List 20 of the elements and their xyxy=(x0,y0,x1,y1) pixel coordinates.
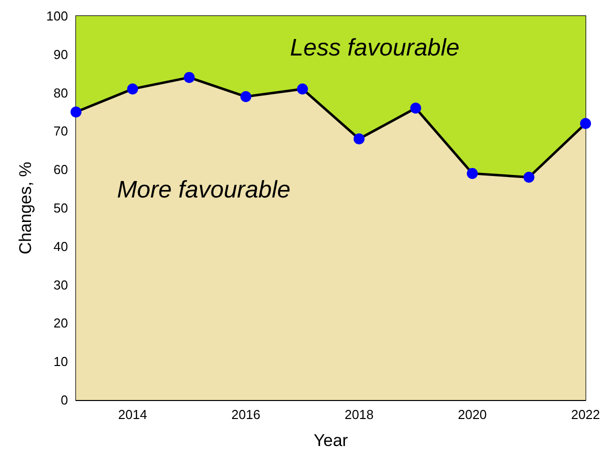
y-tick-label: 50 xyxy=(54,200,68,216)
y-tick-label: 80 xyxy=(54,85,68,100)
y-tick-label: 0 xyxy=(60,392,68,408)
y-tick-label: 10 xyxy=(54,354,68,370)
x-tick-label: 2014 xyxy=(118,407,148,422)
y-tick-label: 60 xyxy=(54,162,68,178)
annotation: Less favourable xyxy=(290,34,460,62)
x-tick-label: 2020 xyxy=(458,407,487,422)
y-tick-label: 90 xyxy=(54,46,68,62)
y-tick-label: 100 xyxy=(46,8,68,24)
y-tick-label: 70 xyxy=(54,124,68,139)
x-tick-label: 2022 xyxy=(571,407,600,422)
x-tick-label: 2018 xyxy=(344,407,374,422)
x-tick-label: 2016 xyxy=(231,407,260,422)
annotation: More favourable xyxy=(117,176,290,204)
y-tick-label: 30 xyxy=(54,277,68,292)
y-tick-label: 40 xyxy=(54,238,68,254)
x-axis-title: Year xyxy=(314,431,348,450)
y-axis-title: Changes, % xyxy=(16,162,35,254)
y-tick-label: 20 xyxy=(54,316,68,331)
